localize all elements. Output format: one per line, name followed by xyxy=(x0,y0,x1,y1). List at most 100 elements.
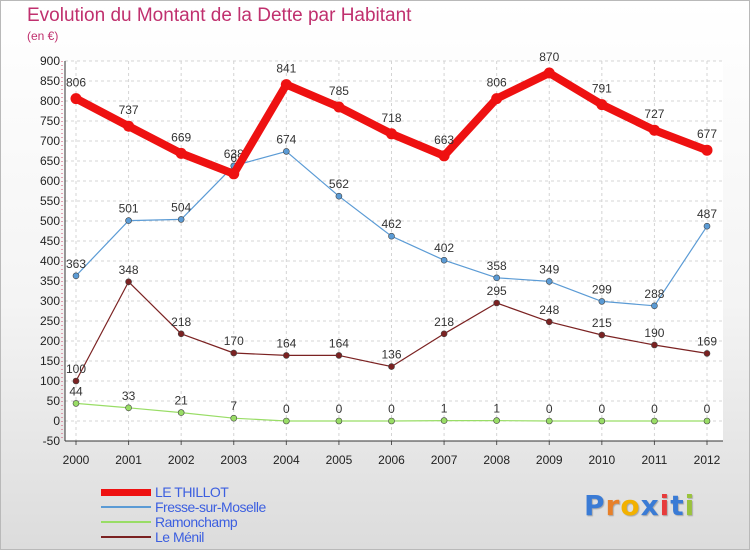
data-label: 136 xyxy=(381,348,401,362)
data-point xyxy=(598,417,606,425)
logo-letter: i xyxy=(659,489,671,522)
data-label: 348 xyxy=(119,263,139,277)
data-point xyxy=(283,148,290,155)
x-tick-label: 2002 xyxy=(168,453,195,467)
data-point xyxy=(125,404,132,412)
data-label: 487 xyxy=(697,207,717,221)
legend-label: Le Ménil xyxy=(155,529,204,545)
data-point xyxy=(440,256,448,264)
legend-label: Ramonchamp xyxy=(155,514,238,530)
data-label: 669 xyxy=(171,130,191,144)
data-point xyxy=(72,272,80,280)
logo-letter: x xyxy=(640,489,660,522)
data-label: 0 xyxy=(651,402,658,416)
data-label: 215 xyxy=(592,316,612,330)
data-point xyxy=(545,417,553,425)
data-label: 402 xyxy=(434,241,454,255)
y-tick-label: 900 xyxy=(40,54,60,68)
y-tick-label: 150 xyxy=(40,354,60,368)
y-tick-label: 400 xyxy=(40,254,60,268)
data-point xyxy=(388,417,395,425)
x-tick-label: 2011 xyxy=(642,453,668,467)
data-point xyxy=(493,274,500,282)
data-label: 562 xyxy=(329,177,349,191)
y-tick-label: 300 xyxy=(40,294,60,308)
logo-letter: o xyxy=(620,489,641,522)
data-point xyxy=(493,417,500,424)
data-point xyxy=(648,124,660,136)
data-point xyxy=(651,341,658,349)
data-label: 785 xyxy=(329,84,349,98)
data-label: 806 xyxy=(66,76,86,90)
chart-title: Evolution du Montant de la Dette par Hab… xyxy=(27,5,412,26)
data-label: 169 xyxy=(697,334,717,348)
data-label: 363 xyxy=(66,257,86,271)
legend-item: LE THILLOT xyxy=(101,484,361,500)
data-point xyxy=(125,217,132,224)
y-tick-label: 550 xyxy=(40,194,60,208)
data-point xyxy=(703,417,711,425)
data-label: 0 xyxy=(283,402,290,416)
data-label: 663 xyxy=(434,133,454,147)
data-label: 44 xyxy=(69,384,83,398)
data-label: 218 xyxy=(171,315,191,329)
data-label: 164 xyxy=(329,336,349,350)
data-label: 1 xyxy=(441,402,448,416)
data-label: 727 xyxy=(644,107,664,121)
legend-label: LE THILLOT xyxy=(155,484,229,500)
data-point xyxy=(596,99,608,111)
data-label: 358 xyxy=(487,259,507,273)
logo-letter: r xyxy=(605,489,621,522)
logo-letter: t xyxy=(670,489,685,522)
logo-letter: i xyxy=(684,489,696,522)
legend-item: Fresse-sur-Moselle xyxy=(101,499,361,515)
y-tick-label: 100 xyxy=(40,374,60,388)
x-tick-label: 2005 xyxy=(326,453,353,467)
x-tick-label: 2007 xyxy=(431,453,458,467)
data-label: 349 xyxy=(539,262,559,276)
data-point xyxy=(491,93,503,105)
data-label: 462 xyxy=(381,217,401,231)
data-point xyxy=(493,299,500,307)
x-tick-label: 2012 xyxy=(694,453,721,467)
data-label: 0 xyxy=(546,402,553,416)
y-tick-label: 500 xyxy=(40,214,60,228)
data-label: 248 xyxy=(539,303,559,317)
y-tick-label: 450 xyxy=(40,234,60,248)
legend-item: Ramonchamp xyxy=(101,514,361,530)
data-point xyxy=(283,352,290,359)
data-point xyxy=(388,232,395,240)
y-tick-label: 600 xyxy=(40,174,60,188)
data-point xyxy=(335,192,343,200)
data-point xyxy=(333,101,345,113)
data-label: 718 xyxy=(381,111,401,125)
data-label: 0 xyxy=(598,402,605,416)
data-label: 1 xyxy=(493,402,500,416)
data-point xyxy=(545,318,553,326)
data-point xyxy=(175,147,187,159)
y-tick-label: 700 xyxy=(40,134,60,148)
data-point xyxy=(230,414,238,422)
data-label: 6 xyxy=(230,151,237,165)
y-tick-label: 650 xyxy=(40,154,60,168)
data-label: 218 xyxy=(434,315,454,329)
legend-label: Fresse-sur-Moselle xyxy=(155,499,266,515)
y-tick-label: 50 xyxy=(47,394,61,408)
data-label: 33 xyxy=(122,389,136,403)
data-point xyxy=(335,352,343,359)
y-tick-label: 250 xyxy=(40,314,60,328)
data-label: 0 xyxy=(704,402,711,416)
proxiti-logo: Proxiti xyxy=(584,489,695,522)
data-label: 0 xyxy=(388,402,395,416)
data-label: 841 xyxy=(276,62,296,76)
y-tick-label: 850 xyxy=(40,74,60,88)
data-point xyxy=(283,417,290,425)
chart-subtitle: (en €) xyxy=(27,29,59,43)
x-tick-label: 2003 xyxy=(220,453,247,467)
legend-swatch xyxy=(101,506,151,508)
data-point xyxy=(388,363,395,370)
data-point xyxy=(280,79,292,91)
data-point xyxy=(228,168,240,180)
y-tick-label: 750 xyxy=(40,114,60,128)
data-label: 170 xyxy=(224,334,244,348)
